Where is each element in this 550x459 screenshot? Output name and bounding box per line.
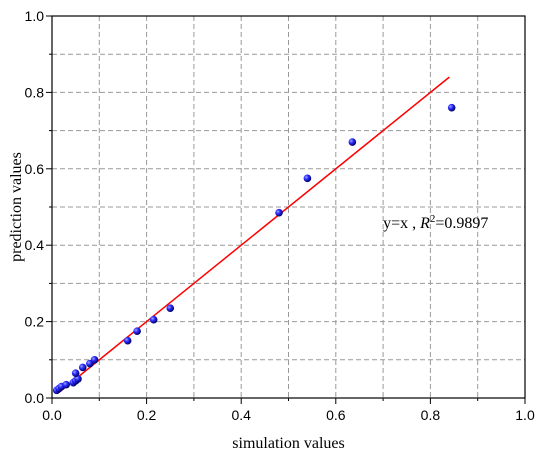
data-points [52, 103, 456, 395]
data-point [447, 103, 456, 112]
x-tick-label: 0.0 [42, 407, 62, 423]
data-point [71, 369, 80, 377]
data-point [90, 356, 99, 364]
data-point [78, 363, 87, 372]
data-point [303, 174, 312, 183]
y-tick-label: 1.0 [25, 8, 45, 24]
x-tick-label: 1.0 [515, 407, 535, 423]
y-tick-label: 0.2 [25, 314, 45, 330]
grid [52, 16, 525, 398]
x-axis-title: simulation values [232, 435, 344, 452]
data-point [275, 208, 283, 217]
data-point [133, 327, 141, 335]
data-point [166, 304, 175, 313]
y-axis-title: prediction values [8, 152, 25, 262]
fit-annotation: y=x , R2=0.9897 [383, 213, 488, 232]
annotation-r-symbol: R [419, 215, 430, 232]
y-tick-label: 0.4 [25, 237, 45, 253]
data-point [62, 380, 70, 389]
x-tick-label: 0.4 [231, 407, 251, 423]
axis-ticks [46, 15, 526, 404]
annotation-value: =0.9897 [435, 215, 488, 232]
y-tick-label: 0.6 [25, 161, 45, 177]
data-point [74, 375, 82, 383]
x-tick-label: 0.8 [421, 407, 441, 423]
tick-labels: 0.0 0.2 0.4 0.6 0.8 1.0 0.0 0.2 0.4 0.6 0.8 1.0 [25, 8, 535, 423]
x-tick-label: 0.6 [326, 407, 346, 423]
data-point [348, 138, 357, 146]
x-tick-label: 0.2 [137, 407, 157, 423]
annotation-prefix: y=x , [383, 215, 420, 232]
y-tick-label: 0.8 [25, 84, 45, 100]
plot-frame [51, 15, 526, 399]
y-tick-label: 0.0 [25, 390, 45, 406]
data-point [123, 336, 132, 345]
annotation-superscript: 2 [430, 213, 436, 225]
data-point [149, 315, 158, 324]
fit-line [58, 76, 450, 393]
